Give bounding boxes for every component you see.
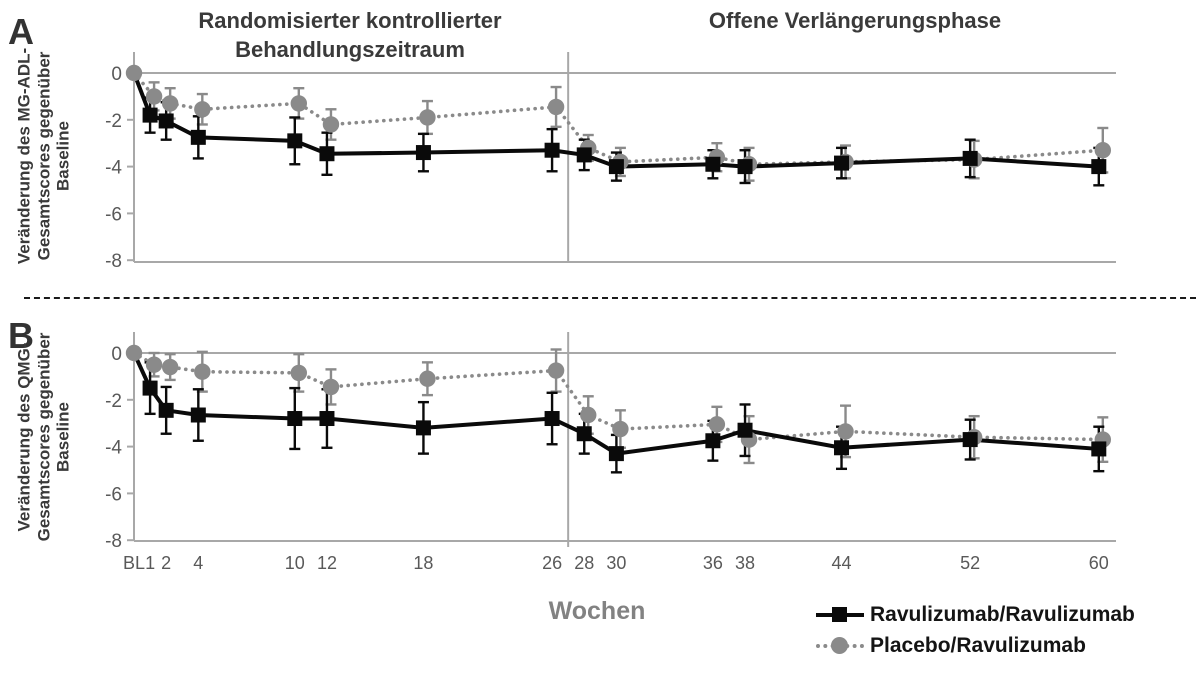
data-point-marker — [125, 64, 143, 82]
markers-ravulizumab — [142, 380, 1107, 462]
y-tick-label: -8 — [105, 531, 122, 552]
data-point-marker — [161, 358, 179, 376]
panel-a-y-axis-label: Veränderung des MG-ADL-Gesamtscores gege… — [14, 47, 73, 265]
x-tick-label: 52 — [960, 553, 980, 573]
x-tick-label: 1 — [145, 553, 155, 573]
panel-b-plot: 0-2-4-6-8BL 1 2 4 10 12 18 26 28 30 36 38 44 52 60 — [105, 332, 1116, 573]
axes — [133, 52, 1116, 263]
data-point-marker — [705, 156, 721, 172]
x-tick-label: 18 — [413, 553, 433, 573]
data-point-marker — [608, 159, 624, 175]
data-point-marker — [1094, 142, 1112, 159]
panel-separator-dashed-line — [24, 297, 1196, 299]
data-point-marker — [142, 380, 158, 396]
x-tick-label: 30 — [606, 553, 626, 573]
error-bars-ravulizumab — [144, 96, 1105, 187]
y-tick-label: -2 — [105, 391, 122, 412]
x-tick-label: 10 — [285, 553, 305, 573]
data-point-marker — [576, 147, 592, 163]
data-point-marker — [580, 406, 597, 424]
data-point-marker — [125, 344, 143, 362]
markers-ravulizumab — [142, 107, 1107, 175]
data-point-marker — [547, 362, 565, 379]
data-point-marker — [142, 107, 158, 123]
legend-item-placebo: Placebo/Ravulizumab — [816, 630, 1135, 661]
data-point-marker — [608, 446, 624, 462]
data-point-marker — [544, 411, 560, 427]
data-point-marker — [194, 363, 211, 380]
legend-marker-gray-circle — [816, 636, 864, 656]
y-tick-label: -4 — [105, 438, 122, 459]
y-tick-label: -4 — [105, 158, 122, 179]
x-tick-label: 12 — [317, 553, 337, 573]
x-tick-label: 44 — [832, 553, 852, 573]
axes — [133, 332, 1116, 547]
x-tick-label: 38 — [735, 553, 755, 573]
data-point-marker — [834, 440, 850, 456]
phase-title-randomized: Randomisierter kontrollierter Behandlung… — [198, 8, 502, 63]
phase-title-open-label: Offene Verlängerungsphase — [708, 8, 1002, 33]
data-point-marker — [1091, 441, 1107, 457]
legend-item-ravulizumab: Ravulizumab/Ravulizumab — [816, 599, 1135, 630]
y-tick-label: -2 — [105, 111, 122, 132]
data-point-marker — [708, 416, 726, 433]
panel-b-y-axis-label: Veränderung des QMG-Gesamtscores gegenüb… — [14, 332, 73, 542]
y-tick-label: -6 — [105, 204, 122, 225]
data-point-marker — [319, 146, 335, 162]
legend-label: Ravulizumab/Ravulizumab — [870, 602, 1135, 626]
data-point-marker — [319, 411, 335, 427]
data-point-marker — [158, 113, 174, 129]
data-point-marker — [290, 364, 307, 382]
data-point-marker — [415, 420, 431, 436]
series-line-placebo — [132, 71, 1105, 167]
y-tick-label: 0 — [111, 344, 122, 365]
x-tick-label: 26 — [542, 553, 562, 573]
legend: Ravulizumab/Ravulizumab Placebo/Ravulizu… — [816, 599, 1135, 661]
data-point-marker — [194, 101, 211, 118]
data-point-marker — [415, 145, 431, 161]
x-tick-label: 60 — [1089, 553, 1109, 573]
data-point-marker — [737, 422, 753, 438]
y-tick-label: -8 — [105, 251, 122, 272]
data-point-marker — [190, 407, 206, 423]
data-point-marker — [419, 109, 436, 126]
data-point-marker — [837, 423, 854, 440]
data-point-marker — [612, 420, 629, 438]
data-point-marker — [290, 95, 307, 112]
data-point-marker — [158, 402, 174, 418]
data-point-marker — [544, 142, 560, 158]
legend-marker-black-square — [816, 605, 864, 625]
panel-a-letter: A — [8, 11, 34, 52]
data-point-marker — [287, 133, 303, 149]
data-point-marker — [962, 432, 978, 448]
data-point-marker — [419, 370, 436, 387]
data-point-marker — [287, 411, 303, 427]
x-axis-label: Wochen — [548, 597, 646, 625]
x-tick-label: BL — [123, 553, 145, 573]
data-point-marker — [547, 98, 565, 116]
data-point-marker — [145, 88, 163, 105]
x-tick-label: 2 — [161, 553, 171, 573]
y-tick-label: -6 — [105, 484, 122, 505]
data-point-marker — [190, 129, 206, 145]
data-point-marker — [322, 116, 340, 133]
y-tick-label: 0 — [111, 64, 122, 85]
data-point-marker — [737, 159, 753, 175]
panel-a-plot: 0 -2 -4 -6 -8 — [105, 52, 1116, 272]
x-tick-label: 28 — [574, 553, 594, 573]
data-point-marker — [576, 426, 592, 442]
x-tick-label: 4 — [193, 553, 203, 573]
legend-label: Placebo/Ravulizumab — [870, 633, 1086, 657]
panel-b-letter: B — [8, 315, 34, 356]
data-point-marker — [145, 356, 163, 373]
x-tick-label: 36 — [703, 553, 723, 573]
data-point-marker — [322, 378, 340, 396]
data-point-marker — [161, 95, 179, 112]
data-point-marker — [962, 150, 978, 166]
data-point-marker — [1091, 159, 1107, 175]
data-point-marker — [834, 155, 850, 171]
data-point-marker — [705, 433, 721, 449]
